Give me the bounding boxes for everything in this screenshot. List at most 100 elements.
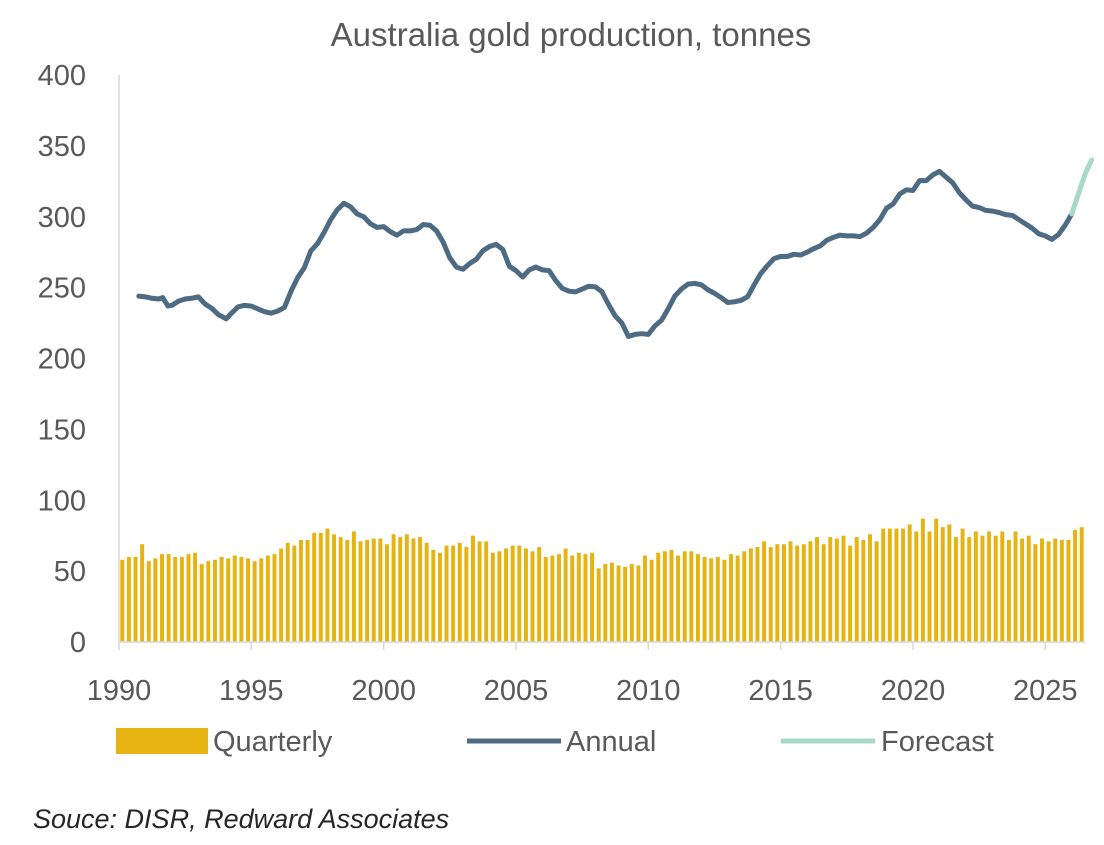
annual-line (136, 168, 1075, 340)
quarterly-bar (451, 545, 456, 642)
y-tick-label: 350 (38, 131, 86, 163)
quarterly-bar (709, 558, 714, 642)
quarterly-bar (722, 559, 727, 642)
quarterly-bar (160, 554, 164, 642)
quarterly-bar (1020, 538, 1025, 642)
quarterly-bar (391, 534, 396, 642)
quarterly-bar (557, 554, 561, 642)
quarterly-bar (510, 545, 515, 642)
quarterly-bar (418, 537, 423, 642)
quarterly-bar (530, 551, 535, 642)
quarterly-bar (1033, 544, 1038, 642)
quarterly-bar (398, 537, 403, 642)
forecast-line (1069, 157, 1095, 217)
quarterly-bar (682, 551, 687, 642)
quarterly-bar (378, 538, 383, 642)
y-tick-label: 0 (70, 627, 86, 659)
quarterly-bar (212, 559, 217, 642)
quarterly-bar (781, 544, 786, 642)
quarterly-bar (484, 541, 489, 642)
quarterly-bar (1053, 538, 1058, 642)
source-note: Souce: DISR, Redward Associates (33, 804, 450, 834)
quarterly-bar (166, 554, 171, 642)
quarterly-bar (894, 528, 899, 642)
quarterly-bar (629, 564, 634, 642)
legend-item-quarterly[interactable]: Quarterly (116, 726, 333, 758)
quarterly-bar (206, 561, 211, 642)
quarterly-bar (854, 537, 859, 642)
quarterly-bar (1059, 539, 1064, 642)
quarterly-bar (590, 552, 595, 642)
quarterly-bar (603, 564, 608, 642)
quarterly-bar (371, 538, 376, 642)
quarterly-bar (332, 534, 337, 642)
quarterly-bar (312, 532, 317, 642)
quarterly-bar (517, 545, 522, 642)
quarterly-bar (795, 545, 800, 642)
quarterly-bar (305, 539, 310, 642)
y-tick-label: 100 (38, 485, 86, 517)
quarterly-bar (689, 551, 694, 642)
legend-label-annual: Annual (566, 726, 656, 758)
legend: Quarterly Annual Forecast (116, 726, 994, 758)
quarterly-bar (265, 555, 270, 642)
quarterly-bar (887, 528, 892, 642)
quarterly-bar (523, 548, 528, 642)
quarterly-bar (232, 555, 237, 642)
quarterly-bar (676, 555, 681, 642)
quarterly-bar (477, 541, 482, 642)
legend-label-quarterly: Quarterly (213, 726, 333, 758)
quarterly-bar (1013, 531, 1018, 642)
quarterly-bar (120, 559, 125, 642)
y-tick-label: 200 (38, 344, 86, 376)
quarterly-bar (543, 556, 548, 642)
quarterly-bar (960, 528, 965, 642)
quarterly-bar (292, 545, 297, 642)
quarterly-bar (735, 555, 740, 642)
quarterly-bar (901, 528, 906, 642)
quarterly-bar (140, 544, 145, 642)
quarterly-bar (1073, 530, 1078, 642)
quarterly-bar (808, 541, 813, 642)
quarterly-bar (940, 527, 945, 642)
quarterly-bar (179, 556, 184, 642)
quarterly-bar (987, 531, 992, 642)
quarterly-bar (616, 565, 621, 642)
quarterly-bar (801, 544, 806, 642)
x-tick-label: 2015 (748, 675, 813, 707)
quarterly-bar (464, 547, 469, 642)
quarterly-bar (662, 551, 667, 642)
legend-item-forecast[interactable]: Forecast (781, 726, 994, 758)
quarterly-bar (1006, 539, 1011, 642)
quarterly-bar (583, 554, 588, 642)
quarterly-bar (537, 547, 542, 642)
quarterly-bars (120, 518, 1084, 642)
quarterly-bar (828, 537, 833, 642)
quarterly-bar (239, 556, 244, 642)
quarterly-bar (431, 549, 436, 642)
quarterly-bar (186, 554, 191, 642)
quarterly-bar (272, 554, 277, 642)
quarterly-bar (384, 544, 389, 642)
quarterly-bar (973, 531, 978, 642)
quarterly-bar (193, 552, 198, 642)
quarterly-bar (848, 545, 853, 642)
quarterly-bar (1046, 541, 1051, 642)
quarterly-bar (669, 549, 674, 642)
legend-item-annual[interactable]: Annual (467, 726, 656, 758)
quarterly-bar (411, 538, 416, 642)
y-tick-label: 150 (38, 414, 86, 446)
x-tick-label: 1990 (87, 675, 152, 707)
quarterly-bar (504, 548, 509, 642)
quarterly-bar (298, 539, 303, 642)
quarterly-bar (457, 542, 462, 642)
quarterly-bar (365, 539, 370, 642)
quarterly-bar (279, 548, 284, 642)
quarterly-bar (1079, 527, 1084, 642)
quarterly-bar (345, 539, 350, 642)
quarterly-bar (729, 554, 734, 642)
quarterly-bar (643, 555, 647, 642)
quarterly-bar (656, 552, 661, 642)
quarterly-bar (173, 556, 178, 642)
quarterly-bar (920, 518, 925, 642)
